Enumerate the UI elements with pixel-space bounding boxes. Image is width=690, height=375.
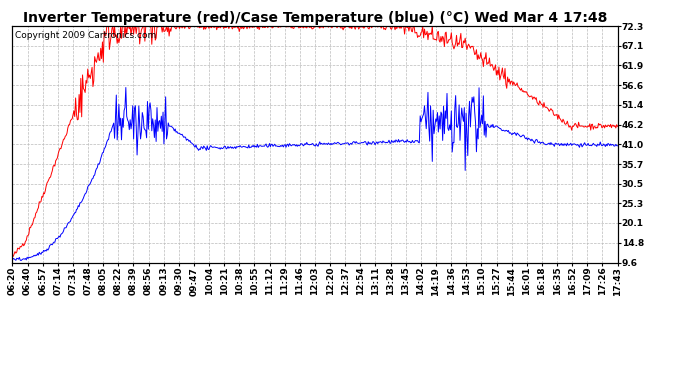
Text: Copyright 2009 Cartronics.com: Copyright 2009 Cartronics.com [15, 31, 157, 40]
Title: Inverter Temperature (red)/Case Temperature (blue) (°C) Wed Mar 4 17:48: Inverter Temperature (red)/Case Temperat… [23, 11, 607, 25]
